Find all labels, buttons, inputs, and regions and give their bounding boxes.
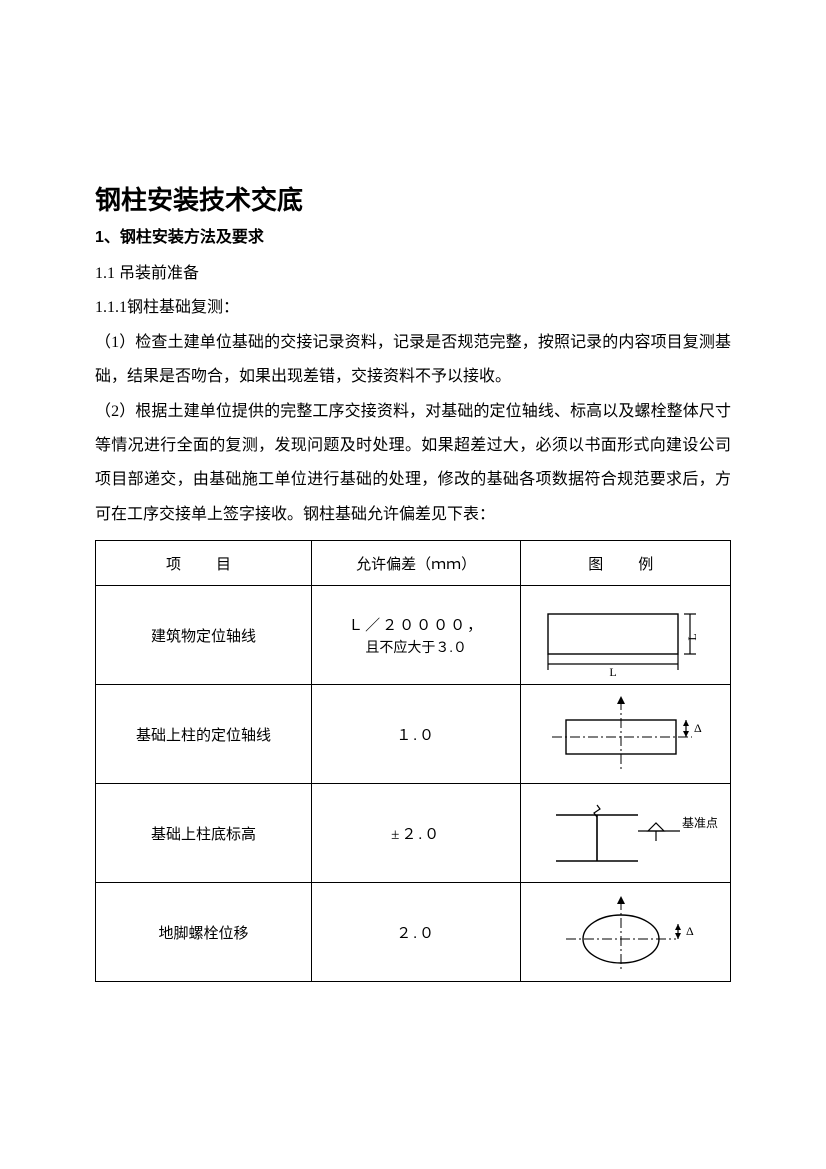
- col-header-item: 项 目: [96, 541, 312, 586]
- svg-text:L: L: [609, 665, 616, 678]
- table-row: 建筑物定位轴线 Ｌ／２００００， 且不应大于３.０ L: [96, 586, 731, 685]
- section-heading: 1、钢柱安装方法及要求: [95, 223, 731, 247]
- svg-text:Δ: Δ: [686, 924, 694, 938]
- table-row: 基础上柱底标高 ±２.０ 基准点: [96, 784, 731, 883]
- document-page: 钢柱安装技术交底 1、钢柱安装方法及要求 1.1 吊装前准备 1.1.1钢柱基础…: [0, 0, 826, 1169]
- cell-deviation: １.０: [311, 685, 521, 784]
- svg-text:L: L: [685, 633, 699, 640]
- cell-deviation: Ｌ／２００００， 且不应大于３.０: [311, 586, 521, 685]
- cell-figure: Δ: [521, 685, 731, 784]
- cell-figure: 基准点: [521, 784, 731, 883]
- para-3: （1）检查土建单位基础的交接记录资料，记录是否规范完整，按照记录的内容项目复测基…: [95, 326, 731, 395]
- col-header-deviation: 允许偏差（ｍｍ）: [311, 541, 521, 586]
- cell-item: 基础上柱的定位轴线: [96, 685, 312, 784]
- para-4: （2）根据土建单位提供的完整工序交接资料，对基础的定位轴线、标高以及螺栓整体尺寸…: [95, 395, 731, 533]
- table-row: 地脚螺栓位移 ２.０ Δ: [96, 883, 731, 982]
- svg-text:基准点: 基准点: [682, 816, 718, 830]
- deviation-table: 项 目 允许偏差（ｍｍ） 图 例 建筑物定位轴线 Ｌ／２００００， 且不应大于３…: [95, 540, 731, 982]
- table-row: 基础上柱的定位轴线 １.０ Δ: [96, 685, 731, 784]
- page-title: 钢柱安装技术交底: [95, 180, 731, 217]
- figure-plan-axis-icon: Δ: [526, 686, 726, 782]
- cell-deviation: ±２.０: [311, 784, 521, 883]
- para-2: 1.1.1钢柱基础复测：: [95, 291, 731, 325]
- table-header-row: 项 目 允许偏差（ｍｍ） 图 例: [96, 541, 731, 586]
- cell-item: 地脚螺栓位移: [96, 883, 312, 982]
- para-1: 1.1 吊装前准备: [95, 257, 731, 291]
- cell-deviation: ２.０: [311, 883, 521, 982]
- col-header-figure: 图 例: [521, 541, 731, 586]
- figure-bolt-offset-icon: Δ: [526, 884, 726, 980]
- figure-elevation-icon: 基准点: [526, 785, 726, 881]
- cell-figure: Δ: [521, 883, 731, 982]
- svg-text:Δ: Δ: [694, 721, 702, 735]
- cell-item: 建筑物定位轴线: [96, 586, 312, 685]
- cell-item: 基础上柱底标高: [96, 784, 312, 883]
- cell-figure: L L: [521, 586, 731, 685]
- figure-rect-dims-icon: L L: [526, 592, 726, 678]
